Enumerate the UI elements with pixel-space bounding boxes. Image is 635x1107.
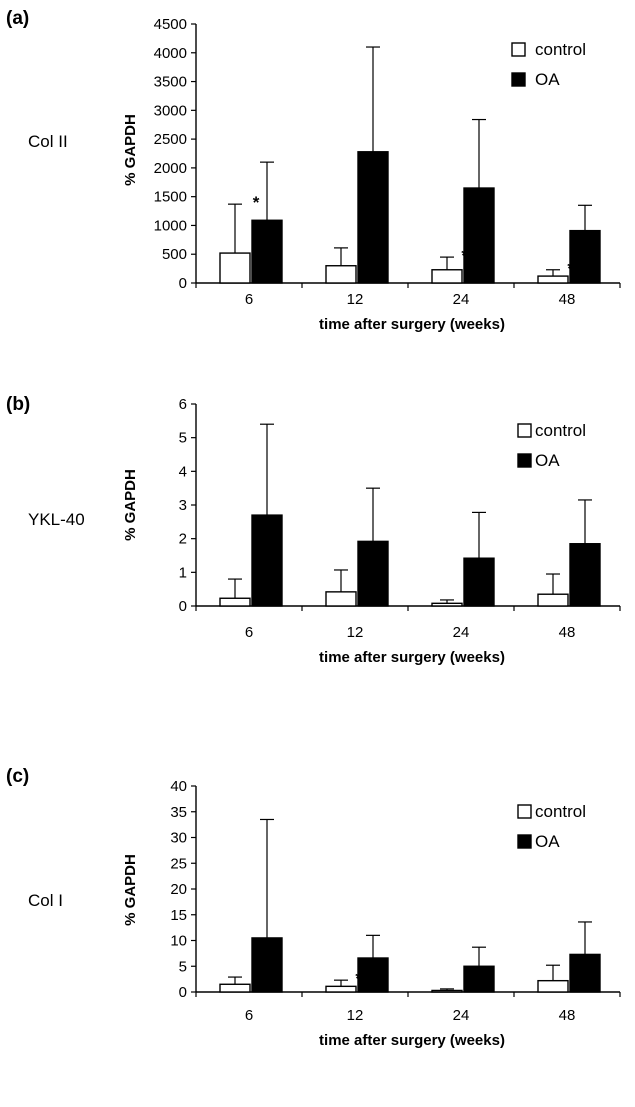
- y-tick-label: 5: [179, 958, 187, 975]
- oa-bar: [357, 151, 389, 284]
- control-bar: [219, 597, 251, 607]
- x-tick-label: 6: [245, 1007, 253, 1024]
- panel-letter: (b): [6, 394, 30, 415]
- y-tick-label: 2000: [154, 160, 187, 177]
- panel-letter: (c): [6, 766, 29, 787]
- significance-marker: *: [253, 568, 260, 587]
- row-label: Col II: [28, 132, 68, 151]
- oa-bar: [569, 953, 601, 993]
- y-tick-label: 2500: [154, 131, 187, 148]
- significance-marker: **: [355, 969, 369, 988]
- y-tick-label: 40: [170, 778, 187, 795]
- significance-marker: *: [465, 589, 472, 608]
- legend-label-oa: OA: [535, 451, 560, 470]
- y-axis-title: % GAPDH: [122, 854, 139, 926]
- row-label: Col I: [28, 891, 63, 910]
- x-axis-title: time after surgery (weeks): [319, 1032, 505, 1049]
- control-bar: [325, 265, 357, 284]
- control-bar: [325, 591, 357, 607]
- y-tick-label: 4500: [154, 16, 187, 33]
- control-bar: [325, 985, 357, 993]
- x-tick-label: 48: [559, 624, 576, 641]
- y-tick-label: 25: [170, 855, 187, 872]
- y-axis-title: % GAPDH: [122, 469, 139, 541]
- significance-marker: **: [567, 259, 581, 278]
- y-tick-label: 500: [162, 246, 187, 263]
- x-tick-label: 12: [347, 291, 364, 308]
- oa-bar: [357, 957, 389, 993]
- control-bar: [431, 602, 463, 607]
- significance-marker: *: [253, 193, 260, 212]
- legend-swatch-oa: [511, 72, 526, 87]
- y-tick-label: 15: [170, 907, 187, 924]
- oa-bar: [463, 965, 495, 993]
- legend-label-oa: OA: [535, 832, 560, 851]
- y-axis-title: % GAPDH: [122, 114, 139, 186]
- legend-swatch-control: [517, 423, 532, 438]
- oa-bar: [251, 219, 283, 284]
- y-tick-label: 0: [179, 984, 187, 1001]
- x-tick-label: 6: [245, 624, 253, 641]
- y-tick-label: 1500: [154, 189, 187, 206]
- control-bar: [219, 252, 251, 284]
- significance-marker: *: [359, 559, 366, 578]
- x-tick-label: 24: [453, 624, 470, 641]
- y-tick-label: 35: [170, 804, 187, 821]
- legend-label-oa: OA: [535, 70, 560, 89]
- control-bar: [537, 593, 569, 607]
- oa-bar: [463, 187, 495, 284]
- x-tick-label: 48: [559, 1007, 576, 1024]
- oa-bar: [463, 557, 495, 607]
- x-tick-label: 48: [559, 291, 576, 308]
- control-bar: [537, 979, 569, 993]
- control-bar: [431, 989, 463, 993]
- significance-marker: *: [571, 954, 578, 973]
- oa-bar: [251, 514, 283, 607]
- x-axis-title: time after surgery (weeks): [319, 316, 505, 333]
- legend-swatch-control: [517, 804, 532, 819]
- significance-marker: *: [359, 237, 366, 256]
- oa-bar: [251, 937, 283, 993]
- y-tick-label: 3500: [154, 74, 187, 91]
- y-tick-label: 6: [179, 396, 187, 413]
- oa-bar: [357, 540, 389, 607]
- x-tick-label: 24: [453, 291, 470, 308]
- y-tick-label: 4: [179, 463, 187, 480]
- y-tick-label: 1: [179, 564, 187, 581]
- legend-swatch-oa: [517, 453, 532, 468]
- panel-letter: (a): [6, 8, 29, 29]
- y-tick-label: 3: [179, 497, 187, 514]
- x-tick-label: 12: [347, 624, 364, 641]
- y-tick-label: 0: [179, 598, 187, 615]
- y-tick-label: 3000: [154, 102, 187, 119]
- significance-marker: *: [571, 563, 578, 582]
- x-tick-label: 12: [347, 1007, 364, 1024]
- x-axis-title: time after surgery (weeks): [319, 649, 505, 666]
- control-bar: [431, 269, 463, 284]
- legend-swatch-control: [511, 42, 526, 57]
- legend-label-control: control: [535, 802, 586, 821]
- x-tick-label: 6: [245, 291, 253, 308]
- significance-marker: *: [465, 978, 472, 997]
- control-bar: [537, 275, 569, 284]
- significance-marker: **: [461, 246, 475, 265]
- control-bar: [219, 983, 251, 993]
- y-tick-label: 2: [179, 531, 187, 548]
- y-tick-label: 10: [170, 933, 187, 950]
- y-tick-label: 0: [179, 275, 187, 292]
- y-tick-label: 5: [179, 430, 187, 447]
- y-tick-label: 20: [170, 881, 187, 898]
- legend-swatch-oa: [517, 834, 532, 849]
- legend-label-control: control: [535, 421, 586, 440]
- legend-label-control: control: [535, 40, 586, 59]
- y-tick-label: 1000: [154, 217, 187, 234]
- y-tick-label: 30: [170, 830, 187, 847]
- row-label: YKL-40: [28, 510, 85, 529]
- y-tick-label: 4000: [154, 45, 187, 62]
- x-tick-label: 24: [453, 1007, 470, 1024]
